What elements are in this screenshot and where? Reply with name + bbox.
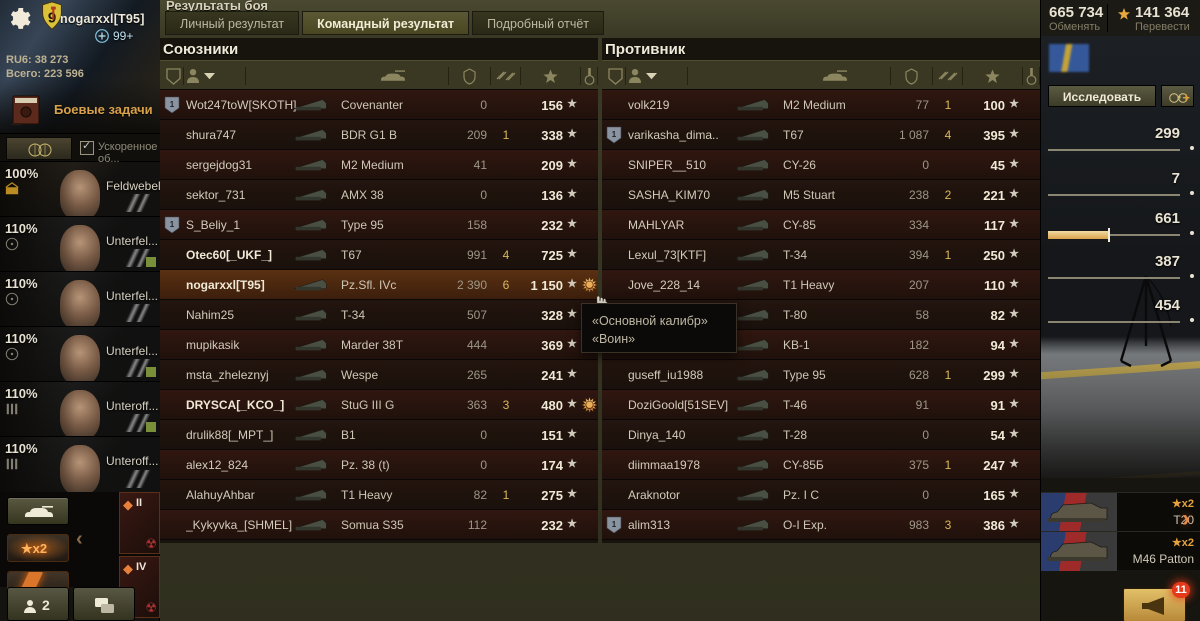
svg-text:1: 1 bbox=[170, 220, 175, 229]
svg-text:1: 1 bbox=[612, 520, 617, 529]
svg-text:1: 1 bbox=[170, 100, 175, 109]
svg-text:9: 9 bbox=[48, 10, 56, 27]
svg-text:1: 1 bbox=[612, 130, 617, 139]
